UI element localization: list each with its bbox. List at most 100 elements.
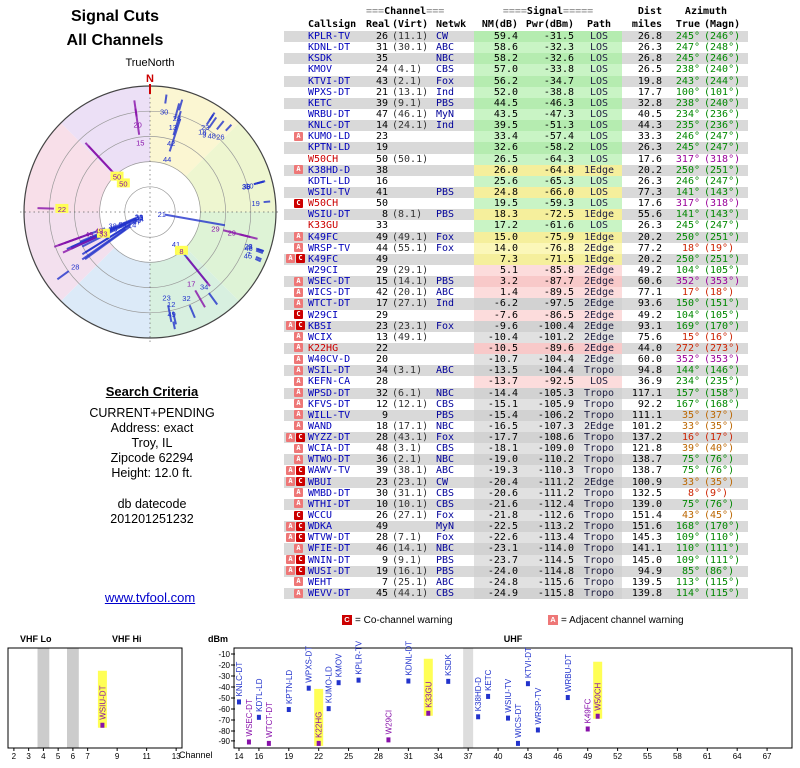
real-channel-cell: 48 [364,443,390,455]
header-callsign: Callsign [308,19,357,30]
table-row: A C WUSI-DT 19 (16.1) PBS -24.0 -114.8 Tropo 94.9… [284,565,798,578]
station-marker [486,693,491,699]
station-callsign-link[interactable]: KTVI-DT [306,75,364,87]
real-channel-cell: 49 [364,231,390,243]
station-callsign-link[interactable]: WILL-TV [306,409,364,422]
miles-cell: 77.3 [622,186,664,199]
station-callsign-link[interactable]: WTVW-DT [306,532,364,544]
network-cell [434,264,474,277]
azimuth-magnetic-cell: (143°) [702,186,748,199]
station-callsign-link[interactable]: WAND [306,420,364,433]
virtual-channel-cell [390,376,434,388]
station-callsign-link[interactable]: WRSP-TV [306,242,364,254]
station-callsign-link[interactable]: KMOV [306,64,364,76]
station-callsign-link[interactable]: WCIX [306,331,364,344]
real-channel-cell: 23 [364,476,390,488]
nm-db-cell: 3.2 [474,276,520,288]
station-callsign-link[interactable]: WAWV-TV [306,465,364,477]
nm-db-cell: -17.7 [474,432,520,444]
azimuth-true-cell: 141° [664,209,702,221]
miles-cell: 111.1 [622,409,664,422]
station-callsign-link[interactable]: WUSI-DT [306,565,364,578]
table-row: WSIU-TV 41 PBS 24.8 -66.0 LOS 77.3 141° (143°) [284,186,798,199]
table-row: KDNL-DT 31 (30.1) ABC 58.6 -32.3 LOS 26.3 247° (2… [284,42,798,54]
station-callsign-link[interactable]: WCCU [306,510,364,522]
station-callsign-link[interactable]: KPTN-LD [306,142,364,154]
azimuth-true-cell: 33° [664,420,702,433]
azimuth-true-cell: 43° [664,510,702,522]
station-callsign-link[interactable]: K49FC [306,231,364,243]
station-label: KDNL-DT [404,641,413,676]
network-cell [434,309,474,321]
station-callsign-link[interactable]: KPLR-TV [306,31,364,43]
station-callsign-link[interactable]: WNIN-DT [306,554,364,566]
station-callsign-link[interactable]: W50CH [306,153,364,165]
adjacent-channel-warning-icon: A [294,388,303,397]
search-criteria-lines: CURRENT+PENDING Address: exact Troy, IL Zip… [8,406,296,481]
virtual-channel-cell: (43.1) [390,432,434,444]
station-callsign-link[interactable]: WEVV-DT [306,588,364,600]
search-criteria-line: Address: exact [110,421,194,435]
station-callsign-link[interactable]: K38HD-D [306,164,364,176]
station-callsign-link[interactable]: KNLC-DT [306,120,364,132]
station-callsign-link[interactable]: WMBD-DT [306,487,364,500]
station-callsign-link[interactable]: WRBU-DT [306,108,364,121]
pwr-dbm-cell: -115.6 [520,576,576,589]
network-cell: CBS [434,487,474,500]
station-callsign-link[interactable]: WBUI [306,476,364,488]
station-callsign-link[interactable]: WPSD-DT [306,387,364,399]
station-callsign-link[interactable]: WYZZ-DT [306,432,364,444]
station-callsign-link[interactable]: KFVS-DT [306,398,364,410]
station-callsign-link[interactable]: KSDK [306,53,364,65]
radar-spoke [53,235,83,248]
nm-db-cell: 17.2 [474,220,520,232]
warning-badge-cell [284,220,306,232]
pwr-dbm-cell: -51.3 [520,120,576,132]
miles-cell: 145.3 [622,532,664,544]
station-callsign-link[interactable]: W29CI [306,309,364,321]
station-callsign-link[interactable]: K49FC [306,253,364,266]
azimuth-true-cell: 144° [664,365,702,377]
station-callsign-link[interactable]: WDKA [306,521,364,533]
station-label: KPLR-TV [355,640,364,674]
svg-text:34: 34 [434,752,443,761]
station-marker [406,678,411,684]
radar-channel-label: 48 [208,132,216,141]
station-callsign-link[interactable]: W40CV-D [306,354,364,366]
nm-db-cell: 43.5 [474,108,520,121]
station-callsign-link[interactable]: WSIL-DT [306,365,364,377]
station-callsign-link[interactable]: KDTL-LD [306,175,364,188]
station-callsign-link[interactable]: K22HG [306,342,364,355]
station-callsign-link[interactable]: KETC [306,97,364,110]
adjacent-channel-warning-icon: A [286,432,295,442]
station-callsign-link[interactable]: WTCT-DT [306,298,364,310]
header-magn: (Magn) [704,19,741,30]
station-callsign-link[interactable]: KBSI [306,320,364,332]
real-channel-cell: 10 [364,498,390,511]
station-callsign-link[interactable]: KEFN-CA [306,376,364,388]
station-callsign-link[interactable]: WTHI-DT [306,498,364,511]
path-cell: Tropo [576,576,622,589]
station-callsign-link[interactable]: WSEC-DT [306,276,364,288]
station-callsign-link[interactable]: WTWO-DT [306,454,364,466]
tvfool-link[interactable]: www.tvfool.com [104,590,196,605]
path-cell: LOS [576,142,622,154]
station-callsign-link[interactable]: WEHT [306,576,364,589]
station-callsign-link[interactable]: WFIE-DT [306,543,364,555]
station-callsign-link[interactable]: WSIU-DT [306,209,364,221]
station-callsign-link[interactable]: WSIU-TV [306,186,364,199]
real-channel-cell: 31 [364,42,390,54]
station-callsign-link[interactable]: WICS-DT [306,287,364,299]
virtual-channel-cell: (3.1) [390,365,434,377]
station-callsign-link[interactable]: KDNL-DT [306,42,364,54]
station-callsign-link[interactable]: KUMO-LD [306,131,364,143]
station-callsign-link[interactable]: K33GU [306,220,364,232]
station-callsign-link[interactable]: WCIA-DT [306,443,364,455]
station-callsign-link[interactable]: W50CH [306,198,364,210]
real-channel-cell: 42 [364,287,390,299]
station-callsign-link[interactable]: W29CI [306,264,364,277]
nm-db-cell: -10.4 [474,331,520,344]
path-cell: Tropo [576,565,622,578]
station-callsign-link[interactable]: WPXS-DT [306,86,364,98]
nm-db-cell: -10.5 [474,342,520,355]
